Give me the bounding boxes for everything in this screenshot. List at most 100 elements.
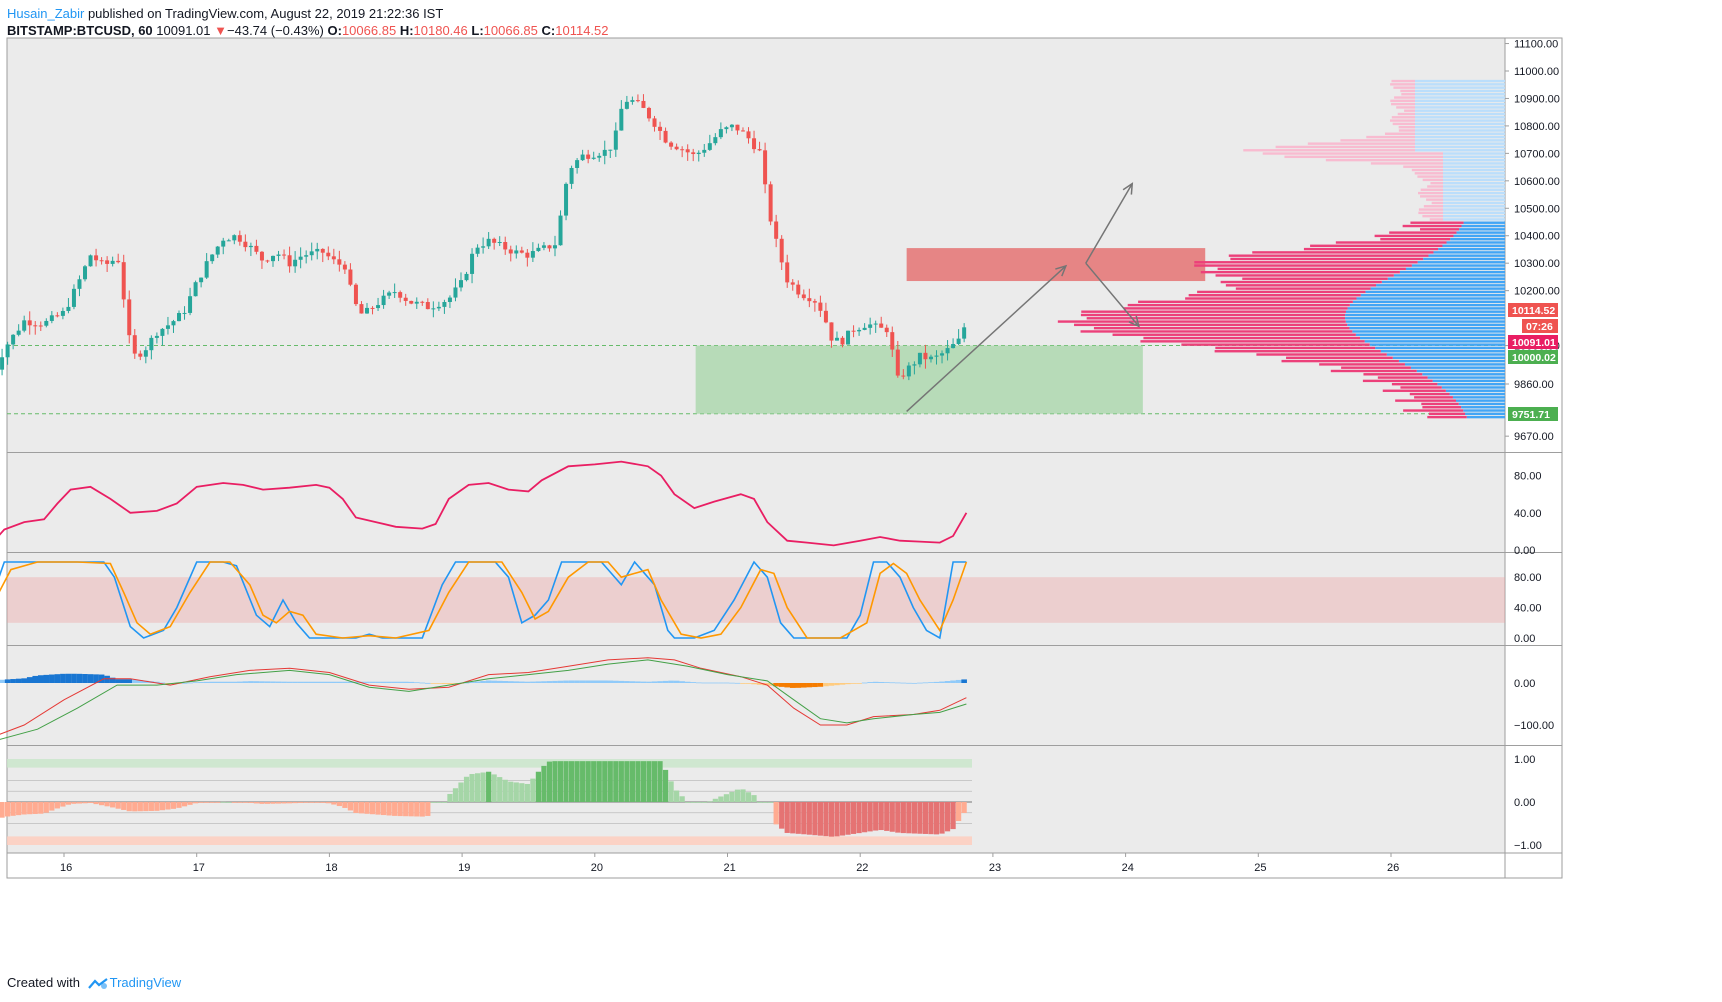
volume-bar-up	[1445, 389, 1505, 392]
volume-bar-up	[1443, 168, 1505, 172]
volume-bar-up	[1415, 149, 1505, 152]
price-tick-label: 10500.00	[1514, 203, 1560, 215]
macd-histogram-bar	[961, 679, 967, 683]
candle-body	[11, 334, 16, 345]
candle-body	[552, 245, 557, 249]
macd-signal-line[interactable]	[0, 659, 967, 742]
trend-arrow-line[interactable]	[1085, 262, 1140, 327]
candle-body	[154, 335, 159, 338]
oscillator-bar	[568, 761, 575, 802]
macd-histogram-bar	[231, 681, 238, 683]
macd-histogram-bar	[950, 680, 956, 683]
volume-bar-down	[1391, 79, 1415, 83]
candle-body	[658, 126, 663, 131]
volume-bar-down	[1422, 178, 1443, 182]
volume-bar-up	[1443, 162, 1505, 165]
volume-bar-up	[1446, 241, 1505, 244]
trend-arrow-line[interactable]	[906, 265, 1067, 413]
volume-bar-up	[1443, 185, 1505, 188]
volume-bar-up	[1360, 294, 1505, 297]
volume-bar-down	[1307, 142, 1415, 145]
volume-bar-up	[1461, 406, 1505, 409]
candle-body	[447, 297, 452, 302]
macd-histogram-bar	[87, 674, 94, 683]
price-tick-label: 9670.00	[1514, 431, 1554, 443]
oscillator-bar	[828, 802, 835, 837]
volume-bar-up	[1387, 277, 1505, 280]
symbol-label[interactable]: BITSTAMP:BTCUSD, 60	[7, 23, 153, 38]
volume-bar-down	[1393, 86, 1415, 89]
oscillator-bar	[242, 802, 248, 803]
volume-bar-down	[1417, 175, 1443, 178]
candle-body	[353, 284, 358, 305]
candle-body	[49, 315, 54, 321]
volume-bar-up	[1443, 165, 1505, 168]
volume-bar-down	[1363, 373, 1423, 376]
oscillator-bar	[226, 801, 232, 803]
volume-bar-up	[1415, 145, 1505, 149]
volume-bar-down	[1366, 135, 1415, 139]
oscillator-bar	[121, 802, 127, 810]
stoch-d-line[interactable]	[0, 561, 968, 639]
oscillator-bar	[198, 802, 204, 803]
macd-line[interactable]	[0, 657, 967, 738]
macd-histogram-bar	[579, 680, 586, 683]
oscillator-bar	[784, 802, 790, 833]
author-link[interactable]: Husain_Zabir	[7, 6, 85, 21]
macd-histogram-bar	[684, 681, 691, 683]
oscillator-bar	[707, 801, 713, 803]
volume-bar-down	[1081, 310, 1346, 313]
oscillator-bar	[159, 802, 166, 811]
volume-bar-down	[1256, 353, 1387, 356]
candle-body	[680, 149, 685, 151]
candle-body	[503, 242, 508, 250]
volume-bar-down	[1185, 297, 1357, 300]
volume-bar-up	[1359, 336, 1505, 340]
oscillator-bar	[624, 761, 630, 802]
rsi-line[interactable]	[0, 460, 968, 547]
macd-histogram-bar	[662, 680, 669, 683]
macd-histogram-bar	[939, 681, 945, 683]
macd-histogram-bar	[585, 680, 591, 683]
volume-bar-up	[1399, 270, 1505, 274]
price-pane[interactable]	[0, 79, 1505, 419]
candle-body	[149, 337, 154, 351]
stoch-tick-label: 80.00	[1514, 572, 1542, 584]
oscillator-bar	[331, 802, 337, 805]
volume-bar-up	[1443, 205, 1505, 208]
macd-histogram-bar	[601, 680, 608, 683]
oscillator-bar	[519, 783, 525, 802]
oscillator-bar	[535, 771, 542, 802]
candle-body	[652, 118, 657, 127]
oscillator-bar	[574, 761, 580, 802]
macd-histogram-bar	[668, 680, 674, 683]
volume-bar-down	[1394, 96, 1415, 99]
oscillator-bar	[386, 802, 392, 816]
oscillator-bar	[320, 802, 326, 803]
macd-histogram-bar	[380, 681, 387, 683]
oscillator-bar	[585, 761, 591, 802]
volume-bar-up	[1415, 79, 1505, 83]
volume-bar-up	[1415, 86, 1505, 89]
candle-body	[917, 352, 922, 365]
volume-bar-up	[1415, 142, 1505, 145]
trend-arrow-line[interactable]	[1085, 183, 1133, 264]
volume-bar-down	[1225, 284, 1377, 287]
volume-bar-up	[1369, 343, 1505, 346]
oscillator-bar	[408, 802, 414, 817]
candle-body	[641, 100, 646, 108]
candle-body	[928, 356, 933, 360]
tradingview-brand-link[interactable]: TradingView	[109, 975, 182, 990]
resistance-zone[interactable]	[906, 248, 1206, 282]
price-badge	[1508, 335, 1558, 349]
macd-histogram-bar	[867, 682, 873, 683]
volume-bar-up	[1443, 155, 1505, 159]
macd-histogram-bar	[181, 682, 188, 684]
oscillator-bar	[944, 802, 951, 832]
volume-bar-down	[1362, 379, 1433, 383]
volume-bar-down	[1427, 185, 1443, 188]
oscillator-bar	[264, 802, 271, 804]
volume-bar-up	[1415, 116, 1505, 119]
candle-body	[569, 167, 574, 184]
